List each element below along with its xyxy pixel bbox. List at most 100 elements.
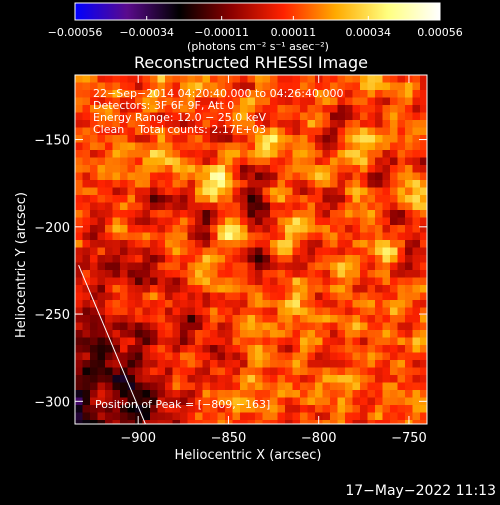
heatmap-cell xyxy=(90,217,99,226)
heatmap-cell xyxy=(90,157,99,166)
heatmap-cell xyxy=(262,232,271,241)
heatmap-cell xyxy=(292,240,301,249)
heatmap-cell xyxy=(150,97,159,106)
heatmap-cell xyxy=(300,180,309,189)
heatmap-cell xyxy=(97,322,106,331)
heatmap-cell xyxy=(270,165,279,174)
heatmap-cell xyxy=(420,157,427,166)
heatmap-cell xyxy=(360,187,369,196)
heatmap-cell xyxy=(195,292,204,301)
heatmap-cell xyxy=(142,307,151,316)
heatmap-cell xyxy=(180,187,189,196)
heatmap-cell xyxy=(255,127,264,136)
heatmap-cell xyxy=(127,150,136,159)
heatmap-cell xyxy=(412,300,421,309)
heatmap-cell xyxy=(345,225,354,234)
heatmap-cell xyxy=(240,345,249,354)
heatmap-cell xyxy=(397,315,406,324)
heatmap-cell xyxy=(397,180,406,189)
heatmap-cell xyxy=(397,397,406,406)
heatmap-cell xyxy=(337,405,346,414)
heatmap-cell xyxy=(300,247,309,256)
heatmap-cell xyxy=(247,120,256,129)
heatmap-cell xyxy=(337,172,346,181)
heatmap-cell xyxy=(330,412,339,421)
heatmap-cell xyxy=(292,315,301,324)
heatmap-cell xyxy=(270,405,279,414)
heatmap-cell xyxy=(157,307,166,316)
heatmap-cell xyxy=(150,397,159,406)
heatmap-cell xyxy=(382,82,391,91)
heatmap-cell xyxy=(187,307,196,316)
heatmap-cell xyxy=(120,405,129,414)
heatmap-cell xyxy=(367,150,376,159)
heatmap-cell xyxy=(255,300,264,309)
heatmap-cell xyxy=(420,307,427,316)
heatmap-cell xyxy=(412,232,421,241)
heatmap-cell xyxy=(112,285,121,294)
heatmap-cell xyxy=(307,322,316,331)
heatmap-cell xyxy=(112,217,121,226)
heatmap-cell xyxy=(390,82,399,91)
heatmap-cell xyxy=(202,180,211,189)
heatmap-cell xyxy=(195,322,204,331)
heatmap-cell xyxy=(390,270,399,279)
heatmap-cell xyxy=(97,165,106,174)
heatmap-cell xyxy=(157,322,166,331)
heatmap-cell xyxy=(82,157,91,166)
heatmap-cell xyxy=(322,120,331,129)
heatmap-cell xyxy=(97,270,106,279)
heatmap-cell xyxy=(172,375,181,384)
heatmap-cell xyxy=(307,82,316,91)
heatmap-cell xyxy=(352,405,361,414)
heatmap-cell xyxy=(225,127,234,136)
heatmap-cell xyxy=(345,360,354,369)
heatmap-cell xyxy=(277,337,286,346)
heatmap-cell xyxy=(307,262,316,271)
heatmap-cell xyxy=(202,322,211,331)
heatmap-cell xyxy=(120,285,129,294)
heatmap-cell xyxy=(330,210,339,219)
heatmap-cell xyxy=(277,420,286,424)
heatmap-cell xyxy=(112,135,121,144)
heatmap-cell xyxy=(142,405,151,414)
heatmap-cell xyxy=(300,82,309,91)
heatmap-cell xyxy=(225,412,234,421)
heatmap-cell xyxy=(307,180,316,189)
heatmap-cell xyxy=(397,135,406,144)
heatmap-cell xyxy=(75,127,84,136)
heatmap-cell xyxy=(82,375,91,384)
heatmap-cell xyxy=(382,217,391,226)
heatmap-cell xyxy=(375,315,384,324)
heatmap-cell xyxy=(127,247,136,256)
heatmap-cell xyxy=(142,285,151,294)
heatmap-cell xyxy=(300,187,309,196)
heatmap-cell xyxy=(75,247,84,256)
heatmap-cell xyxy=(405,367,414,376)
heatmap-cell xyxy=(172,300,181,309)
heatmap-cell xyxy=(405,180,414,189)
heatmap-cell xyxy=(285,112,294,121)
heatmap-cell xyxy=(210,172,219,181)
heatmap-cell xyxy=(255,217,264,226)
heatmap-cell xyxy=(112,187,121,196)
heatmap-cell xyxy=(217,135,226,144)
heatmap-cell xyxy=(202,135,211,144)
heatmap-cell xyxy=(420,420,427,424)
heatmap-cell xyxy=(255,262,264,271)
heatmap-cell xyxy=(142,247,151,256)
heatmap-cell xyxy=(135,187,144,196)
heatmap-cell xyxy=(420,150,427,159)
heatmap-cell xyxy=(330,180,339,189)
heatmap-cell xyxy=(277,412,286,421)
heatmap-cell xyxy=(337,375,346,384)
heatmap-cell xyxy=(397,165,406,174)
heatmap-cell xyxy=(232,165,241,174)
heatmap-cell xyxy=(202,390,211,399)
heatmap-cell xyxy=(345,232,354,241)
heatmap-cell xyxy=(225,232,234,241)
heatmap-cell xyxy=(225,405,234,414)
heatmap-cell xyxy=(262,247,271,256)
heatmap-cell xyxy=(247,382,256,391)
heatmap-cell xyxy=(240,120,249,129)
